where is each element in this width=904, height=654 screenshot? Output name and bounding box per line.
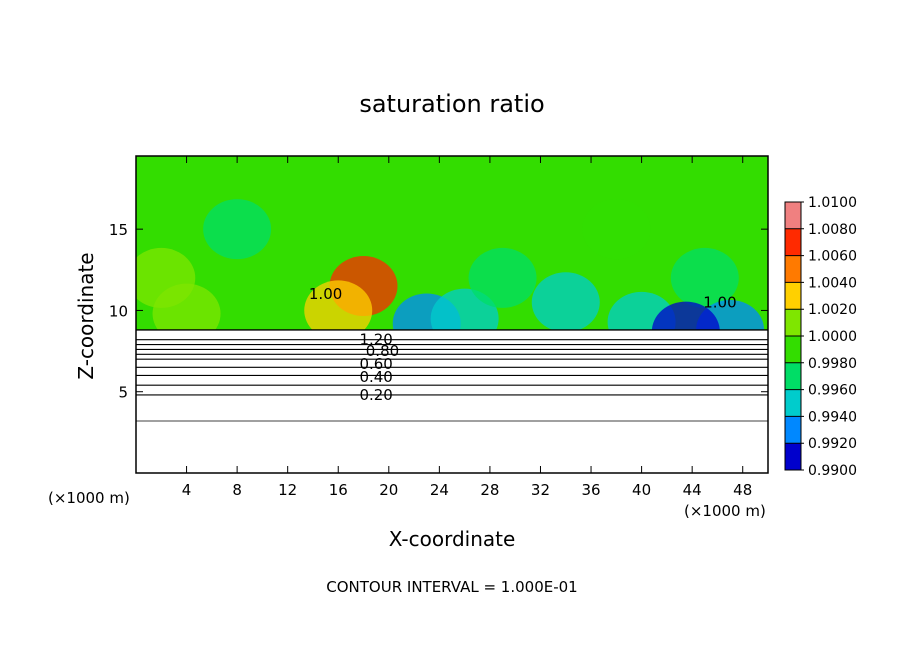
contour-label: 0.20 bbox=[359, 386, 392, 404]
colorbar-label: 1.0000 bbox=[808, 329, 857, 345]
x-tick-label: 8 bbox=[232, 481, 242, 499]
x-unit-left: (×1000 m) bbox=[48, 489, 130, 507]
colorbar-label: 0.9920 bbox=[808, 436, 857, 452]
x-tick-label: 24 bbox=[430, 481, 449, 499]
colorbar: 1.0100 1.0080 1.0060 1.0040 1.0020 1.0000 0.99… bbox=[784, 195, 857, 479]
cloud-layer bbox=[136, 329, 768, 473]
contour-label: 1.00 bbox=[309, 285, 342, 303]
colorbar-swatch bbox=[785, 255, 801, 283]
field-feature bbox=[468, 247, 537, 308]
colorbar-label: 0.9980 bbox=[808, 356, 857, 372]
x-tick-label: 12 bbox=[278, 481, 297, 499]
contour-label: 1.20 bbox=[359, 331, 392, 349]
y-tick-label: 5 bbox=[118, 384, 128, 402]
colorbar-swatch bbox=[785, 282, 801, 310]
chart-title: saturation ratio bbox=[359, 90, 544, 118]
contour-interval-note: CONTOUR INTERVAL = 1.000E-01 bbox=[326, 578, 577, 596]
x-tick-label: 36 bbox=[581, 481, 600, 499]
colorbar-label: 0.9960 bbox=[808, 383, 857, 399]
field-feature bbox=[670, 247, 739, 308]
field-feature bbox=[582, 199, 651, 260]
colorbar-label: 0.9940 bbox=[808, 409, 857, 425]
contour-label: 0.80 bbox=[366, 342, 399, 360]
colorbar-label: 1.0060 bbox=[808, 249, 857, 265]
field-feature bbox=[531, 272, 600, 333]
y-tick-label: 10 bbox=[109, 302, 128, 320]
field-feature bbox=[203, 199, 272, 260]
y-axis-ticks: 5 10 15 bbox=[109, 221, 768, 402]
contour-lines bbox=[136, 329, 768, 422]
colorbar-swatch bbox=[785, 362, 801, 391]
contour-label: 0.40 bbox=[359, 368, 392, 386]
colorbar-swatch bbox=[785, 443, 801, 471]
y-axis-label: Z-coordinate bbox=[74, 252, 98, 379]
x-tick-label: 16 bbox=[329, 481, 348, 499]
contour-label: 0.60 bbox=[359, 355, 392, 373]
colorbar-swatch bbox=[785, 416, 801, 444]
colorbar-label: 1.0020 bbox=[808, 302, 857, 318]
colorbar-label: 1.0040 bbox=[808, 275, 857, 291]
colorbar-swatch bbox=[785, 336, 801, 364]
colorbar-swatch bbox=[785, 389, 801, 417]
x-axis-label: X-coordinate bbox=[389, 527, 516, 551]
colorbar-label: 1.0080 bbox=[808, 222, 857, 238]
colorbar-label: 0.9900 bbox=[808, 463, 857, 479]
plot-area bbox=[136, 156, 768, 473]
colorbar-swatch bbox=[785, 309, 801, 337]
contour-labels: 1.200.800.600.400.20 1.00 1.00 bbox=[309, 285, 737, 404]
contour-label: 1.00 bbox=[703, 293, 736, 311]
y-tick-label: 15 bbox=[109, 221, 128, 239]
x-tick-label: 40 bbox=[632, 481, 651, 499]
colorbar-label: 1.0100 bbox=[808, 195, 857, 211]
x-tick-label: 28 bbox=[480, 481, 499, 499]
x-axis-ticks: 4 8 12 16 20 24 28 32 36 40 44 48 bbox=[182, 156, 752, 499]
colorbar-swatch bbox=[785, 202, 801, 230]
cloud-region bbox=[136, 329, 768, 473]
x-tick-label: 20 bbox=[379, 481, 398, 499]
field-feature bbox=[136, 247, 196, 308]
colorbar-swatch bbox=[785, 228, 801, 257]
plot-frame bbox=[135, 155, 769, 474]
field-feature bbox=[304, 280, 373, 341]
x-tick-label: 4 bbox=[182, 481, 192, 499]
x-tick-label: 44 bbox=[683, 481, 702, 499]
x-tick-label: 48 bbox=[733, 481, 752, 499]
x-tick-label: 32 bbox=[531, 481, 550, 499]
x-unit-right: (×1000 m) bbox=[684, 502, 766, 520]
